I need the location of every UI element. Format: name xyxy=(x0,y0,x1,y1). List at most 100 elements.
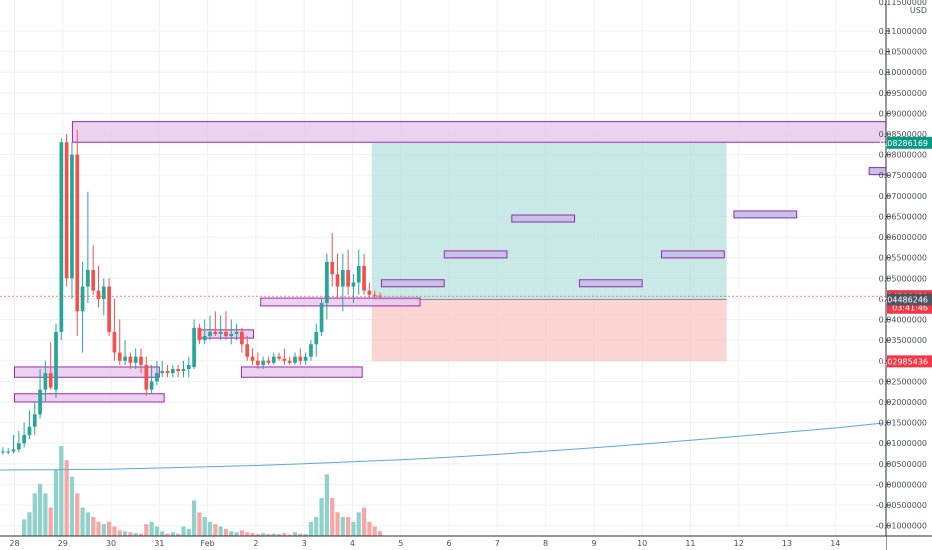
volume-bar xyxy=(160,531,165,536)
time-tick-label: 12 xyxy=(734,539,744,548)
candle-body xyxy=(54,331,58,390)
candle-body xyxy=(101,286,106,299)
candle-body xyxy=(372,294,377,296)
candle-body xyxy=(176,369,181,372)
candle-body xyxy=(208,331,212,337)
volume-bar xyxy=(361,507,367,536)
price-tick-label: 0.02500000 xyxy=(879,377,927,386)
volume-bar xyxy=(101,524,106,536)
volume-bar xyxy=(282,533,287,536)
zone-box xyxy=(260,297,421,307)
price-tick-label: 0.04000000 xyxy=(879,316,927,325)
price-tick-label: 0.03500000 xyxy=(879,336,927,345)
price-tick-label: 0.08500000 xyxy=(879,130,927,139)
candle-body xyxy=(16,443,21,450)
price-tag xyxy=(887,355,932,368)
volume-bar xyxy=(69,476,75,536)
volume-bar xyxy=(223,528,229,536)
price-tag-label: 03:41:46 xyxy=(892,304,928,313)
time-tick-label: 29 xyxy=(58,539,68,548)
candle-body xyxy=(186,364,191,370)
volume-bar xyxy=(186,528,191,536)
volume-bar xyxy=(181,526,186,536)
volume-bar xyxy=(59,445,64,536)
volume-bar xyxy=(75,493,80,536)
volume-bar xyxy=(27,512,32,536)
time-axis[interactable]: 28 29 30 31 Feb 2 3 4 5 6 7 8 9 10 11 12 13 14 xyxy=(0,535,932,550)
volume-bar xyxy=(48,507,53,536)
candle-body xyxy=(144,364,149,390)
price-tags: 0.082861690.0456643003:41:460.044862460.… xyxy=(0,136,932,368)
candle-body xyxy=(224,331,228,337)
candle-body xyxy=(59,142,64,332)
candle-body xyxy=(117,352,122,361)
zone-box xyxy=(71,121,887,143)
candle-body xyxy=(86,270,90,287)
candle-body xyxy=(155,373,159,382)
volume-bar xyxy=(133,533,138,536)
volume-bar xyxy=(191,500,197,536)
candle-body xyxy=(351,282,356,287)
volume-bar xyxy=(170,532,175,536)
candle-body xyxy=(271,356,276,363)
candle-body xyxy=(1,451,5,453)
candle-body xyxy=(213,331,218,334)
price-tick-label: 0.01000000 xyxy=(879,439,927,448)
projection-bar xyxy=(733,210,798,219)
candle-body xyxy=(287,360,292,363)
price-tick-label: 0.00500000 xyxy=(879,460,927,469)
candle-body xyxy=(250,356,255,361)
candle-body xyxy=(277,356,281,359)
price-tick-label: 0.06500000 xyxy=(879,212,927,221)
volume-bar xyxy=(96,521,101,536)
candle-body xyxy=(160,371,165,374)
volume-bar xyxy=(144,524,149,536)
candle-body xyxy=(149,381,154,390)
volume-bar xyxy=(255,534,260,536)
candle-body xyxy=(266,360,271,363)
volume-bar xyxy=(32,493,37,536)
candle-body xyxy=(362,265,366,291)
stop-zone xyxy=(371,299,727,362)
time-tick-label: 9 xyxy=(591,539,596,548)
volume-bar xyxy=(298,533,303,536)
volume-bar xyxy=(128,532,133,536)
candle-body xyxy=(303,356,308,361)
candle-body xyxy=(309,344,313,357)
candle-body xyxy=(75,154,80,312)
candle-body xyxy=(367,290,372,295)
projection-bars[interactable] xyxy=(380,167,887,288)
candle-body xyxy=(181,369,186,372)
price-tick-label: -0.00500000 xyxy=(876,501,927,510)
time-tick-label: 7 xyxy=(495,539,500,548)
volume-bar xyxy=(319,498,324,536)
time-tick-label: 30 xyxy=(106,539,116,548)
price-tick-label: 0.06000000 xyxy=(879,233,927,242)
candle-body xyxy=(107,286,111,332)
volume-bar xyxy=(335,512,340,536)
volume-bar xyxy=(207,521,213,536)
time-tick-label: Feb xyxy=(201,539,215,548)
candle-body xyxy=(112,331,117,353)
volume-bar xyxy=(356,512,361,536)
volume-bar xyxy=(218,526,223,536)
price-tick-label: 0.07000000 xyxy=(879,192,927,201)
volume-bar xyxy=(112,526,117,536)
candle-body xyxy=(378,295,382,297)
price-axis-bg xyxy=(886,0,932,550)
time-tick-label: 14 xyxy=(830,539,840,548)
time-tick-label: 4 xyxy=(350,539,355,548)
volume-bar xyxy=(80,507,85,536)
volume-bar xyxy=(303,534,308,536)
volume-bar xyxy=(367,521,372,536)
volume-bar xyxy=(117,530,122,536)
candle-body xyxy=(133,356,138,363)
price-tick-label: 0.05000000 xyxy=(879,274,927,283)
candle-body xyxy=(202,336,207,341)
zone-box xyxy=(13,393,165,403)
volume-bar xyxy=(213,524,218,536)
candle-body xyxy=(197,327,202,341)
time-tick-label: 11 xyxy=(685,539,695,548)
